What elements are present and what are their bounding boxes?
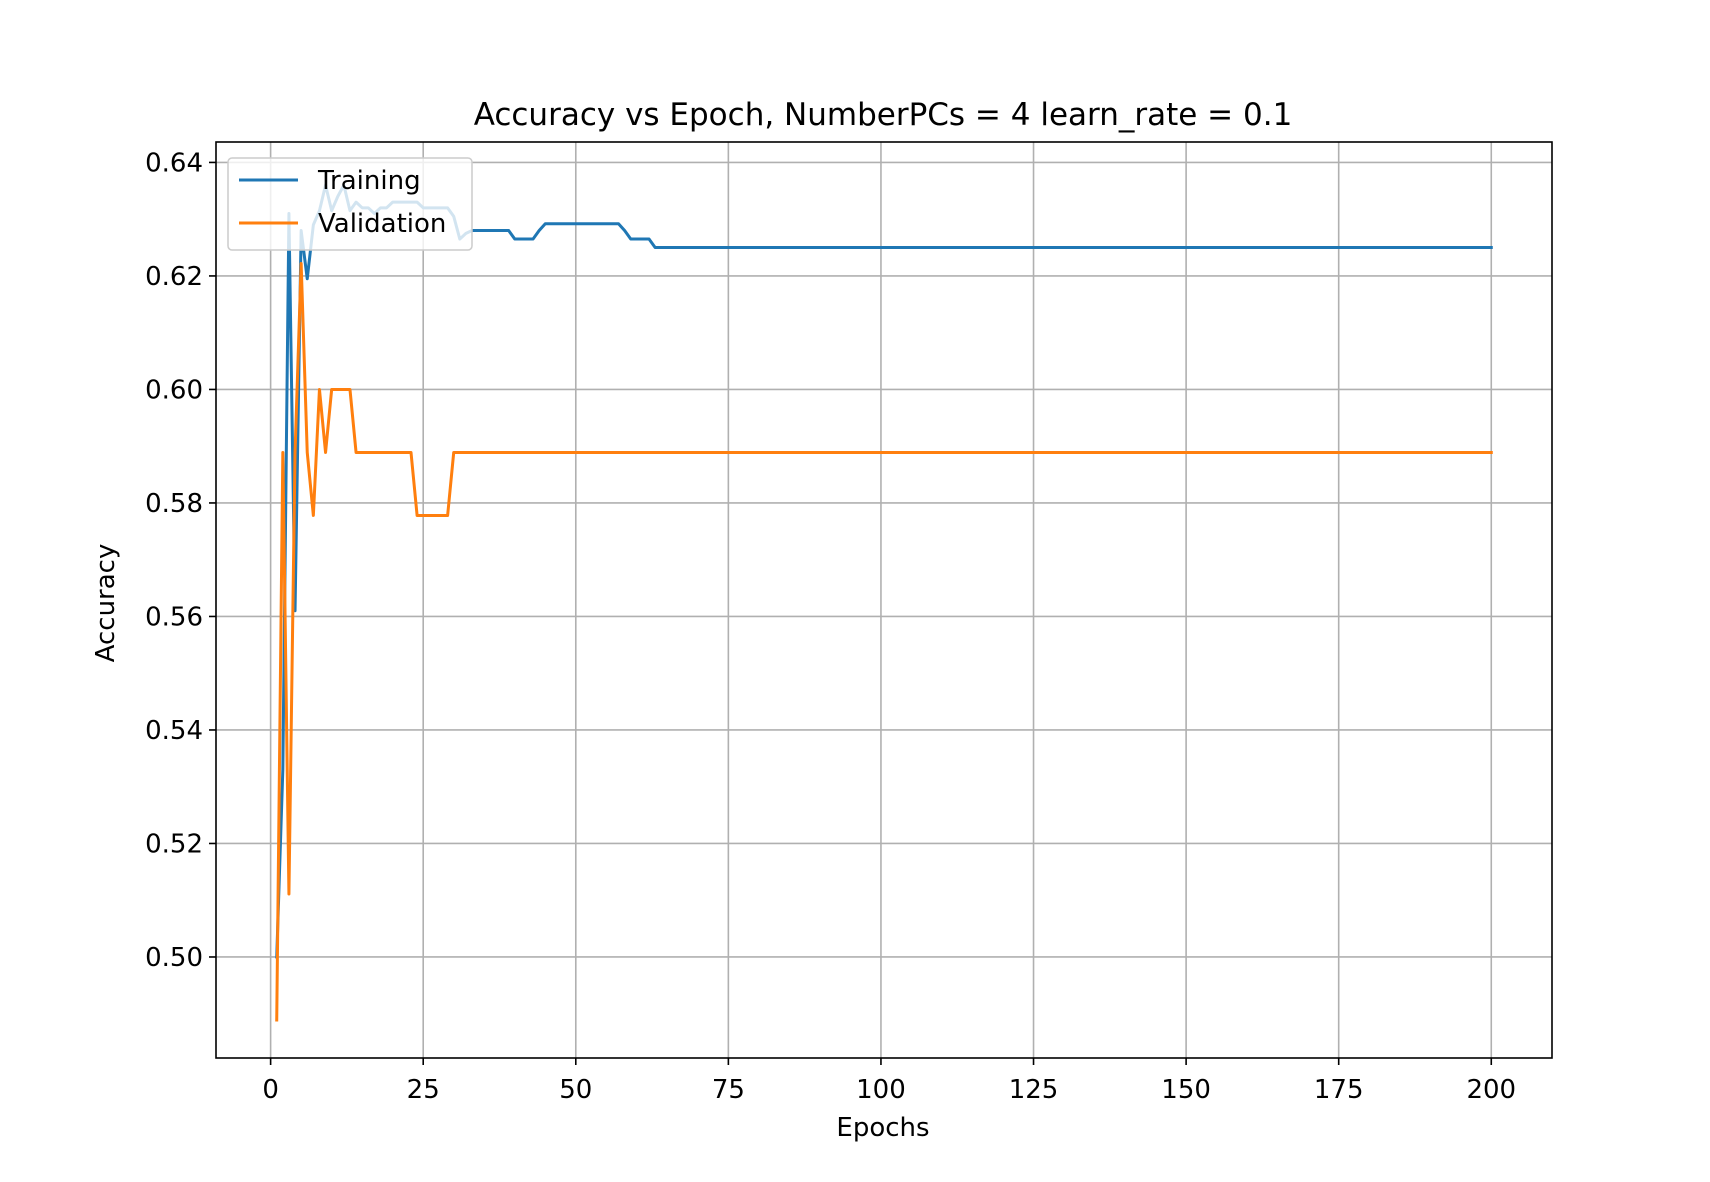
x-tick-label: 25 (407, 1075, 440, 1105)
x-tick-label: 100 (856, 1075, 906, 1105)
y-axis-label: Accuracy (91, 544, 121, 663)
y-tick-label: 0.56 (145, 602, 203, 632)
x-tick-label: 50 (559, 1075, 592, 1105)
y-tick-label: 0.60 (145, 375, 203, 405)
y-tick-label: 0.52 (145, 829, 203, 859)
y-tick-label: 0.64 (145, 148, 203, 178)
axis-ticks: 0 25 50 75 100 125 150 175 200 0.50 0.52 0.54 0.56 0.… (145, 148, 1516, 1105)
x-tick-label: 75 (712, 1075, 745, 1105)
grid (216, 142, 1552, 1058)
x-tick-label: 175 (1314, 1075, 1364, 1105)
legend: Training Validation (227, 157, 473, 251)
x-tick-label: 0 (262, 1075, 279, 1105)
x-tick-label: 200 (1466, 1075, 1516, 1105)
y-tick-label: 0.50 (145, 943, 203, 973)
y-tick-label: 0.54 (145, 716, 203, 746)
series-line-validation (275, 261, 1493, 1022)
x-axis-label: Epochs (836, 1113, 929, 1143)
legend-label-training: Training (317, 166, 421, 196)
y-tick-label: 0.62 (145, 262, 203, 292)
legend-label-validation: Validation (318, 209, 446, 239)
y-tick-label: 0.58 (145, 489, 203, 519)
x-tick-label: 150 (1161, 1075, 1211, 1105)
plot-area-frame (215, 141, 1553, 1059)
chart-title: Accuracy vs Epoch, NumberPCs = 4 learn_r… (474, 97, 1293, 133)
x-tick-label: 125 (1009, 1075, 1059, 1105)
